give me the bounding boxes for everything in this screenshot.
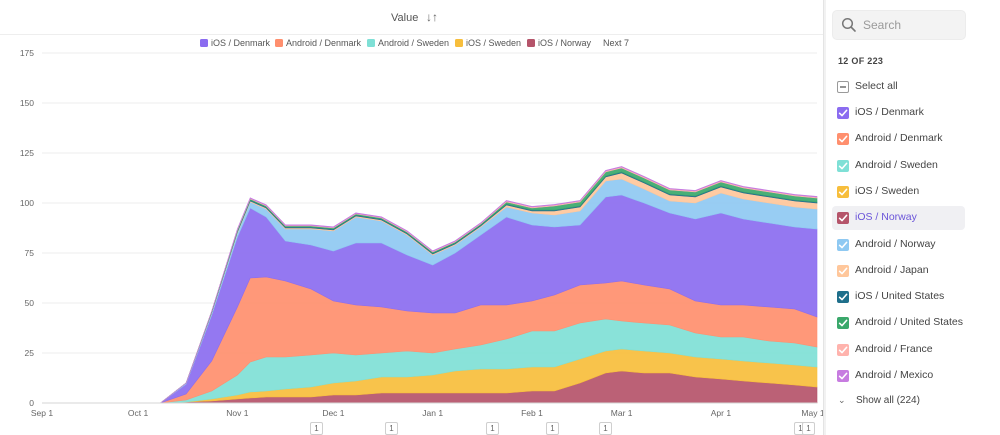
legend-item[interactable]: iOS / Norway [527,38,591,48]
series-item-label: iOS / Denmark [855,106,924,118]
show-all-button[interactable]: ⌄ Show all (224) [838,395,963,409]
series-item-label: iOS / United States [855,290,945,303]
legend-label: iOS / Norway [538,38,592,48]
y-tick-label: 150 [20,98,34,108]
x-tick-label: Nov 1 [226,408,248,418]
sort-value-label[interactable]: Value [391,12,419,24]
series-sidebar: 12 OF 223 Select all iOS / Denmark Android… [826,0,1000,435]
timeline-marker[interactable]: 1 [802,422,815,435]
x-tick-label: Sep 1 [31,408,53,418]
timeline-marker[interactable]: 1 [546,422,559,435]
x-tick-label: Oct 1 [128,408,149,418]
y-tick-label: 175 [20,48,34,58]
series-item-label: Android / Sweden [855,158,938,171]
search-input[interactable] [863,15,959,35]
series-item[interactable]: Android / United States [832,311,965,335]
series-item[interactable]: iOS / United States [832,285,965,309]
chart-legend: iOS / Denmark Android / Denmark Android / … [0,38,823,52]
checkbox-checked-icon[interactable] [837,238,849,251]
sort-descending-icon[interactable]: ↓↑ [426,10,438,24]
legend-swatch [455,39,463,47]
x-tick-label: Jan 1 [422,408,443,418]
chevron-down-icon: ⌄ [838,395,846,405]
checkbox-checked-icon[interactable] [837,317,849,330]
series-item-label: Android / Denmark [855,132,943,145]
series-item-label: iOS / Sweden [855,184,920,197]
series-item[interactable]: iOS / Denmark [832,101,965,125]
legend-swatch [367,39,375,47]
partial-checkbox-icon [837,81,849,93]
series-item[interactable]: iOS / Sweden [832,180,965,204]
y-tick-label: 50 [25,298,35,308]
timeline-marker[interactable]: 1 [385,422,398,435]
series-item[interactable]: Android / Sweden [832,154,965,178]
legend-swatch [275,39,283,47]
legend-item[interactable]: Android / Sweden [367,38,449,48]
checkbox-checked-icon[interactable] [837,107,849,119]
series-item[interactable]: Android / Norway [832,233,965,257]
series-item-label: Android / Norway [855,237,936,250]
checkbox-checked-icon[interactable] [837,133,849,146]
legend-label: Android / Denmark [286,38,362,48]
stacked-area-chart: 0 25 50 75 100 125 150 175 Sep 1 Oct 1 Nov 1 Dec 1 J… [20,48,823,418]
selection-count: 12 OF 223 [838,56,884,66]
y-tick-label: 125 [20,148,34,158]
checkbox-checked-icon[interactable] [837,370,849,382]
series-item-label: iOS / Norway [855,211,917,224]
x-tick-label: May 1 [801,408,823,418]
series-item[interactable]: Android / Japan [832,259,965,283]
x-tick-label: Apr 1 [711,408,732,418]
series-item-label: Android / United States [855,316,963,329]
x-tick-label: Feb 1 [521,408,543,418]
series-item[interactable]: iOS / Norway [832,206,965,231]
legend-label: iOS / Denmark [211,38,271,48]
legend-item[interactable]: Android / Denmark [275,38,361,48]
timeline-marker[interactable]: 1 [310,422,323,435]
legend-item[interactable]: iOS / Sweden [455,38,521,48]
series-item-label: Android / Japan [855,263,929,276]
y-tick-label: 100 [20,198,34,208]
search-icon [841,17,856,32]
select-all-label: Select all [855,80,898,92]
show-all-label: Show all (224) [856,395,920,406]
y-tick-label: 75 [25,248,35,258]
checkbox-checked-icon[interactable] [837,212,849,225]
y-tick-label: 0 [29,398,34,408]
checkbox-checked-icon[interactable] [837,185,849,198]
checkbox-checked-icon[interactable] [837,343,849,356]
legend-label: iOS / Sweden [466,38,522,48]
series-item[interactable]: Android / France [832,338,965,362]
chart-panel: Value ↓↑ iOS / Denmark Android / Denmark A… [0,0,824,435]
checkbox-checked-icon[interactable] [837,264,849,277]
legend-label: Android / Sweden [378,38,450,48]
x-tick-label: Dec 1 [322,408,344,418]
legend-swatch [527,39,535,47]
legend-swatch [200,39,208,47]
select-all-checkbox[interactable]: Select all [832,75,965,99]
series-item[interactable]: Android / Denmark [832,127,965,151]
legend-item[interactable]: iOS / Denmark [200,38,270,48]
series-area-android-mexico[interactable] [42,166,818,404]
x-tick-label: Mar 1 [611,408,633,418]
search-box[interactable] [832,10,966,40]
series-item[interactable]: Android / Mexico [832,364,965,388]
series-item-label: Android / Mexico [855,369,934,381]
y-tick-label: 25 [25,348,35,358]
series-item-label: Android / France [855,342,933,355]
checkbox-checked-icon[interactable] [837,159,849,172]
timeline-marker[interactable]: 1 [486,422,499,435]
sort-header: Value ↓↑ [0,0,823,35]
legend-next-button[interactable]: Next 7 [603,38,630,48]
timeline-marker[interactable]: 1 [599,422,612,435]
checkbox-checked-icon[interactable] [837,291,849,304]
